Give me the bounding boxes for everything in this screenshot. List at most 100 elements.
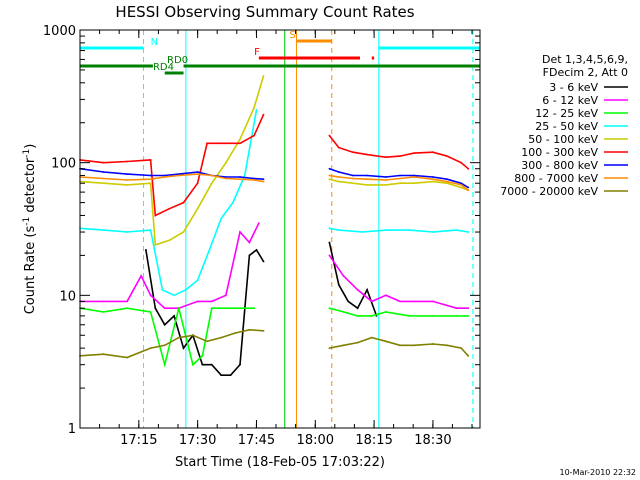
series-4-point <box>399 182 401 185</box>
x-tick-label: 18:15 <box>355 433 392 448</box>
series-4-point <box>446 182 448 185</box>
legend-entry-label: 7000 - 20000 keV <box>500 185 598 198</box>
series-0-point <box>182 347 185 350</box>
series-7-point <box>328 174 331 177</box>
series-5-point <box>182 201 185 204</box>
series-6-point <box>239 176 241 178</box>
legend-entry-label: 800 - 7000 keV <box>514 172 598 185</box>
series-0-point <box>262 260 265 263</box>
x-axis: 17:15 17:30 17:45 18:00 18:15 18:30 <box>99 30 473 448</box>
series-1-point <box>149 294 152 297</box>
series-8-point <box>432 343 434 345</box>
series-5-point <box>328 134 331 137</box>
series-6-point <box>352 174 354 177</box>
series-2-point <box>370 314 373 317</box>
series-2-point <box>328 307 331 310</box>
series-7-point <box>413 176 416 178</box>
series-0-point <box>337 283 340 286</box>
series-1-point <box>248 241 251 244</box>
series-6-point <box>328 167 331 170</box>
series-8-point <box>328 347 331 350</box>
legend-entry-label: 6 - 12 keV <box>542 94 598 107</box>
series-4-point <box>253 106 256 109</box>
series-7-point <box>239 178 241 181</box>
series-7-point <box>149 178 152 181</box>
series-7-point <box>210 174 213 177</box>
series-0-point <box>366 288 368 291</box>
state-bar-f-label: F <box>254 47 260 58</box>
series-8-point <box>384 340 387 343</box>
series-4-point <box>154 243 157 246</box>
series-4-point <box>352 182 354 185</box>
series-8-point <box>460 347 463 350</box>
series-4-point <box>196 207 199 210</box>
series-8-point <box>248 328 251 331</box>
series-6-point <box>413 174 416 177</box>
series-6-point <box>224 176 227 178</box>
series-2-point <box>408 314 411 317</box>
series-6-point <box>163 174 166 177</box>
series-5-point <box>399 155 401 158</box>
series-1-point <box>328 254 331 257</box>
series-1-point <box>126 300 128 303</box>
series-6-point <box>399 174 401 177</box>
legend: Det 1,3,4,5,6,9,FDecim 2, Att 0 3 - 6 keV… <box>500 53 628 198</box>
y-label-part3: ) <box>23 144 38 149</box>
series-3-point <box>232 201 234 204</box>
series-7-point <box>163 176 166 178</box>
y-tick-label: 1000 <box>43 24 76 39</box>
series-6-point <box>446 178 448 181</box>
x-tick-label: 18:00 <box>297 433 334 448</box>
state-bar-rd0-label: RD0 <box>167 55 188 66</box>
series-8-point <box>192 334 194 337</box>
x-tick-label: 17:30 <box>179 433 216 448</box>
series-5-point <box>384 156 387 159</box>
series-7-point <box>399 177 401 180</box>
legend-entry-label: 300 - 800 keV <box>521 159 598 172</box>
legend-entry-label: 100 - 300 keV <box>521 146 598 159</box>
series-3-point <box>220 217 223 220</box>
series-4-point <box>168 239 171 242</box>
series-7-point <box>467 189 470 192</box>
legend-header-line: Det 1,3,4,5,6,9, <box>542 53 628 66</box>
series-6-point <box>384 176 387 178</box>
series-4-point <box>224 161 227 164</box>
y-axis: 1 10 100 1000 <box>43 24 480 437</box>
series-2-point <box>163 363 166 366</box>
series-7-point <box>446 180 448 183</box>
series-2-point <box>455 314 458 317</box>
state-bar-n-label: N <box>151 37 158 48</box>
series-1-point <box>102 300 105 303</box>
series-5-point <box>467 167 470 170</box>
footer-date: 10-Mar-2010 22:32 <box>560 468 637 477</box>
series-0-point <box>210 363 213 366</box>
legend-entry-label: 12 - 25 keV <box>535 107 598 120</box>
series-7-point <box>224 177 227 180</box>
series-8-point <box>126 356 128 359</box>
series-8-point <box>234 332 237 334</box>
series-1-point <box>257 222 260 225</box>
series-7-point <box>432 178 434 181</box>
series-4-point <box>149 182 152 185</box>
series-0-point <box>239 363 241 366</box>
series-6-point <box>366 174 368 177</box>
series-8-point <box>446 344 448 347</box>
series-8-point <box>102 353 105 356</box>
series-6-point <box>177 173 180 176</box>
series-1-point <box>163 307 166 310</box>
series-6-point <box>253 177 256 180</box>
series-2-point <box>177 307 180 310</box>
series-4-point <box>337 180 340 183</box>
series-5-point <box>196 182 199 185</box>
series-6-point <box>102 171 105 173</box>
y-label-sup1: -1 <box>22 217 32 226</box>
series-2-point <box>210 307 213 310</box>
series-1-point <box>370 300 373 303</box>
series-3-point <box>455 229 458 232</box>
state-bar-rd4-label: RD4 <box>153 62 174 73</box>
series-1-point <box>455 307 458 310</box>
series-4-point <box>366 183 368 186</box>
series-4-point <box>210 182 213 185</box>
plot-frame <box>79 29 481 429</box>
